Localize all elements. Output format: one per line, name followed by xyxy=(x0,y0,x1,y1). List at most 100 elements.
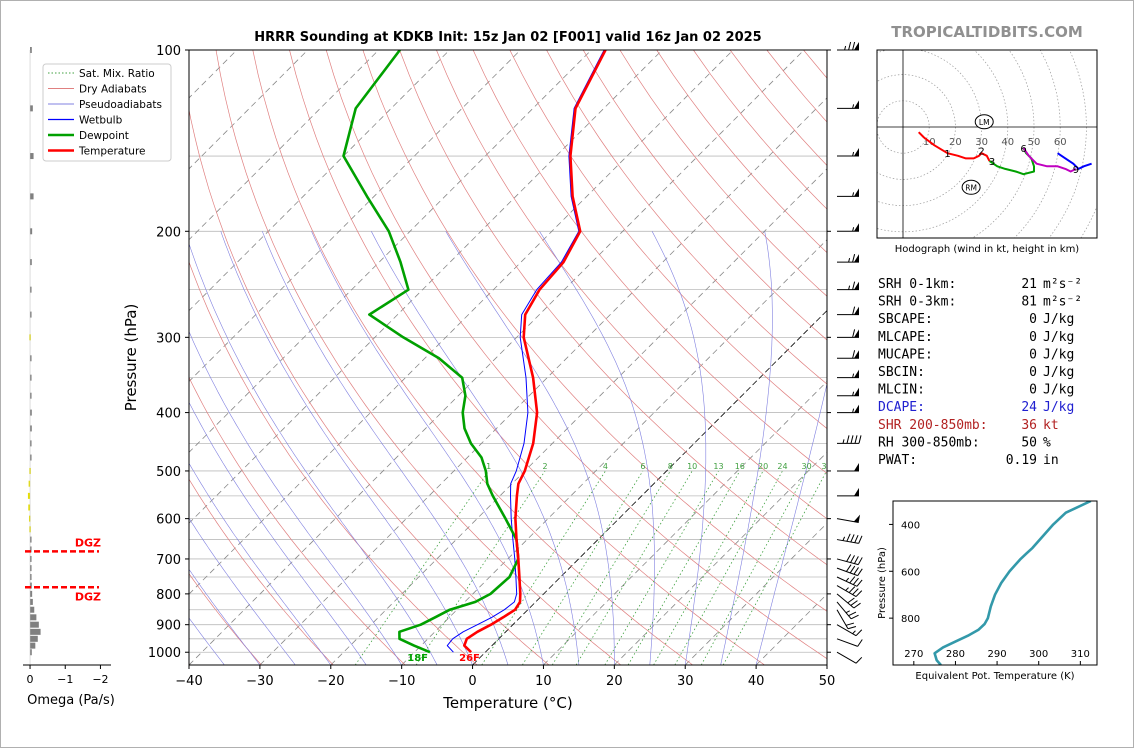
index-value: 50 xyxy=(1021,435,1037,450)
temperature-line xyxy=(463,50,607,654)
isotherm xyxy=(189,50,521,383)
hodograph-height-label: 6 xyxy=(1020,144,1026,155)
mixing-ratio-label: 20 xyxy=(758,462,768,471)
hodograph-height-label: 2 xyxy=(978,147,984,158)
isotherm-zero xyxy=(472,309,827,665)
index-value: 0 xyxy=(1029,330,1037,345)
x-tick-label: −30 xyxy=(246,674,273,689)
omega-bar xyxy=(30,642,36,649)
omega-bar xyxy=(28,504,31,511)
dry-adiabat xyxy=(582,50,827,341)
mixing-ratio-line xyxy=(575,470,693,665)
wind-barb xyxy=(837,41,859,51)
storm-motion-marker xyxy=(961,179,981,195)
y-tick-label: 400 xyxy=(156,407,181,422)
mixing-ratio-label: 10 xyxy=(687,462,697,471)
mixing-ratio-line xyxy=(653,470,764,665)
barb-flag xyxy=(854,350,859,359)
barb-shaft xyxy=(836,593,855,609)
dry-adiabat xyxy=(509,50,827,430)
index-label: DCAPE: xyxy=(878,400,925,415)
barb-flag xyxy=(854,100,859,109)
mixing-ratio-label: 36 xyxy=(821,462,831,471)
x-tick-label: 0 xyxy=(468,674,476,689)
wind-barb xyxy=(837,281,859,291)
y-tick-label: 100 xyxy=(156,44,181,59)
hodograph-trace xyxy=(1057,152,1092,170)
barb-flag xyxy=(854,387,859,396)
pseudoadiabat xyxy=(539,231,655,665)
storm-motion-label: LM xyxy=(979,118,990,127)
index-unit: % xyxy=(1043,435,1051,450)
hodograph-height-label: 1 xyxy=(944,149,950,160)
dry-adiabat xyxy=(189,573,262,665)
isotherm xyxy=(614,451,827,665)
barb-full xyxy=(853,567,859,575)
barb-half xyxy=(845,587,849,591)
x-tick-label: −20 xyxy=(317,674,344,689)
surface-temperature-label: 26F xyxy=(459,653,480,664)
thetae-y-axis-label: Pressure (hPa) xyxy=(877,547,888,619)
dry-adiabat xyxy=(362,50,827,612)
barb-flag xyxy=(854,369,859,378)
barb-flag xyxy=(854,188,859,197)
barb-flag xyxy=(854,148,859,157)
barb-full xyxy=(847,597,855,604)
legend-label: Sat. Mix. Ratio xyxy=(79,68,155,80)
barb-full xyxy=(847,626,857,630)
wind-barb xyxy=(836,624,863,637)
index-value: 0 xyxy=(1029,365,1037,380)
index-label: SBCAPE: xyxy=(878,312,933,327)
wind-barb xyxy=(836,533,863,544)
barb-half xyxy=(844,45,847,51)
omega-bar xyxy=(30,573,32,580)
barb-full xyxy=(850,614,859,620)
omega-bar xyxy=(30,153,34,160)
hodograph-ring-label: 60 xyxy=(1054,137,1067,148)
pseudoadiabat xyxy=(189,568,261,665)
barb-half xyxy=(852,630,856,635)
y-tick-label: 500 xyxy=(156,465,181,480)
index-unit: J/kg xyxy=(1043,312,1074,327)
barb-half xyxy=(852,391,855,396)
legend-box xyxy=(42,63,172,162)
pseudoadiabat xyxy=(262,231,509,665)
x-tick-label: 20 xyxy=(606,674,623,689)
barb-full xyxy=(856,579,863,587)
y-tick-label: 1000 xyxy=(148,646,181,661)
indices-table: SRH 0-1km: 21 m²s⁻² SRH 0-3km: 81 m²s⁻² SBCAPE… xyxy=(878,277,1082,468)
barb-full xyxy=(845,622,855,626)
index-label: SRH 0-1km: xyxy=(878,277,956,292)
barb-full xyxy=(846,554,852,562)
index-label: PWAT: xyxy=(878,453,917,468)
index-unit: J/kg xyxy=(1043,347,1074,362)
barb-full xyxy=(852,281,856,290)
isotherm xyxy=(543,380,827,665)
isotherm xyxy=(189,50,734,595)
barb-full xyxy=(853,556,859,564)
x-tick-label: 10 xyxy=(535,674,552,689)
barb-full xyxy=(852,306,856,315)
index-value: 81 xyxy=(1021,295,1037,310)
dry-adiabat xyxy=(252,50,693,665)
omega-bar xyxy=(30,355,32,362)
barb-full xyxy=(849,576,856,584)
wind-barb xyxy=(837,148,859,157)
thetae-y-tick-label: 800 xyxy=(901,614,920,625)
wind-barb xyxy=(836,554,863,566)
index-value: 0 xyxy=(1029,383,1037,398)
barb-full xyxy=(852,588,859,595)
hodograph-height-label: 3 xyxy=(989,157,995,168)
mixing-ratio-label: 13 xyxy=(713,462,723,471)
barb-full xyxy=(855,590,863,597)
barb-shaft xyxy=(836,638,858,647)
wind-barb xyxy=(837,487,859,497)
barb-flag xyxy=(854,281,859,290)
barb-full xyxy=(857,639,863,647)
mixing-ratio-label: 1 xyxy=(486,462,491,471)
thetae-frame xyxy=(892,500,1098,666)
wind-barb xyxy=(836,651,863,664)
dry-adiabat xyxy=(472,50,827,474)
omega-bar xyxy=(30,392,32,399)
